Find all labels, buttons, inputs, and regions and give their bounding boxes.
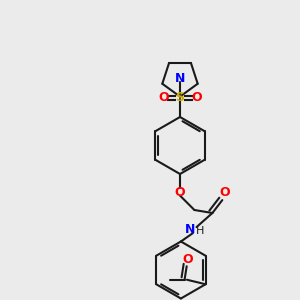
Text: O: O xyxy=(182,253,193,266)
Text: S: S xyxy=(176,91,184,104)
Text: O: O xyxy=(191,91,202,104)
Text: O: O xyxy=(158,91,169,104)
Text: O: O xyxy=(175,185,185,199)
Text: O: O xyxy=(219,186,230,200)
Text: N: N xyxy=(185,223,195,236)
Text: H: H xyxy=(196,226,205,236)
Text: N: N xyxy=(175,71,185,85)
